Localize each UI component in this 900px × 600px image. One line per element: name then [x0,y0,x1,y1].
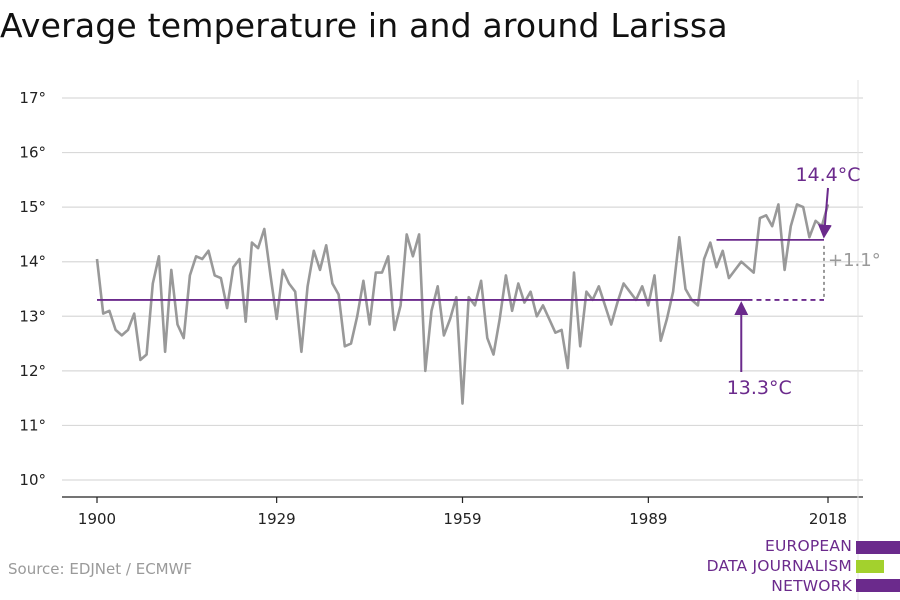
logo-line-2: DATA JOURNALISM [706,557,852,575]
logo-line-3: NETWORK [771,577,852,595]
grid-lines [62,97,863,481]
x-tick-label: 1900 [78,510,116,528]
series-layer [95,203,830,405]
logo-bar-green [856,560,884,573]
edjnet-logo: EUROPEAN DATA JOURNALISM NETWORK [706,537,900,597]
recent-label: 14.4°C [795,164,860,186]
y-tick-label: 13° [19,307,46,325]
x-tick-label: 1989 [629,510,667,528]
baseline-label: 13.3°C [727,377,792,399]
logo-line-1: EUROPEAN [764,537,852,555]
y-tick-label: 15° [19,198,46,216]
y-tick-label: 14° [19,253,46,271]
logo-bar-purple-top [856,541,900,554]
y-tick-label: 16° [19,144,46,162]
y-tick-label: 12° [19,362,46,380]
difference-label: +1.1° [828,250,881,271]
x-tick-label: 2018 [809,510,847,528]
series-line-temperature [95,203,830,405]
annotations: +1.1° 13.3°C 14.4°C [97,164,881,399]
page-title: Average temperature in and around Lariss… [0,6,728,45]
logo-bar-purple-bottom [856,579,900,592]
y-tick-label: 11° [19,416,46,434]
y-axis: 10° 11° 12° 13° 14° 15° 16° 17° [19,89,46,489]
y-tick-label: 10° [19,471,46,489]
source-note: Source: EDJNet / ECMWF [8,560,193,578]
y-tick-label: 17° [19,89,46,107]
x-tick-label: 1959 [443,510,481,528]
recent-arrow [817,187,832,239]
x-tick-label: 1929 [258,510,296,528]
x-axis: 1900 1929 1959 1989 2018 [62,80,863,600]
